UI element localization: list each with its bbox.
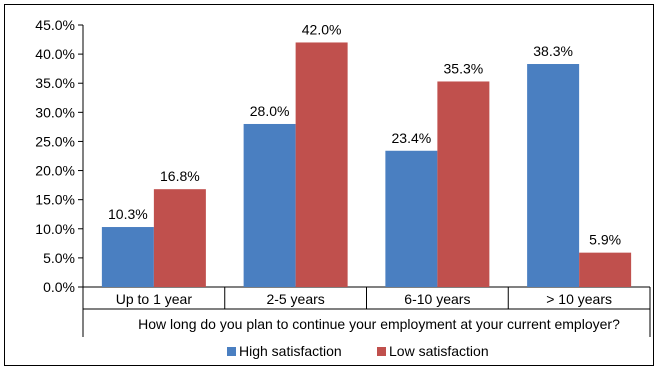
legend-swatch (227, 347, 236, 356)
y-tick-label: 0.0% (43, 279, 75, 295)
bar (295, 42, 348, 287)
y-tick-label: 45.0% (35, 17, 75, 33)
y-tick-label: 10.0% (35, 221, 75, 237)
x-tick-label: 2-5 years (266, 291, 324, 307)
bar (579, 252, 632, 287)
chart-axes: 0.0% 5.0% 10.0% 15.0% 20.0% 25.0% 30.0% 35.0% 40… (35, 17, 651, 337)
legend-label: High satisfaction (239, 343, 342, 359)
bar (153, 189, 206, 287)
data-label: 23.4% (392, 130, 432, 146)
bar (101, 227, 154, 287)
data-label: 42.0% (302, 21, 342, 37)
y-tick-label: 20.0% (35, 163, 75, 179)
y-tick-label: 15.0% (35, 192, 75, 208)
bar (527, 64, 580, 288)
chart-legend: High satisfaction Low satisfaction (227, 343, 489, 359)
y-tick-label: 30.0% (35, 104, 75, 120)
data-label: 38.3% (533, 43, 573, 59)
x-axis-title: How long do you plan to continue your em… (138, 316, 620, 332)
y-tick-label: 35.0% (35, 75, 75, 91)
legend-label: Low satisfaction (389, 343, 489, 359)
y-tick-label: 25.0% (35, 133, 75, 149)
y-tick-label: 5.0% (43, 250, 75, 266)
x-tick-label: > 10 years (546, 291, 612, 307)
data-label: 28.0% (250, 103, 290, 119)
y-tick-label: 40.0% (35, 46, 75, 62)
data-label: 16.8% (160, 168, 200, 184)
data-label: 35.3% (444, 60, 484, 76)
bar (385, 150, 438, 287)
data-label: 10.3% (108, 206, 148, 222)
bar (243, 123, 296, 287)
legend-swatch (377, 347, 386, 356)
bar (437, 81, 490, 287)
chart-value-labels: 10.3% 28.0% 23.4% 38.3% 16.8% 42.0% 35.3% 5.9% (108, 21, 621, 247)
bar-chart: 0.0% 5.0% 10.0% 15.0% 20.0% 25.0% 30.0% 35.0% 40… (35, 17, 651, 359)
x-tick-label: Up to 1 year (116, 291, 193, 307)
x-tick-label: 6-10 years (404, 291, 470, 307)
chart-bars (101, 42, 632, 288)
chart-frame: 0.0% 5.0% 10.0% 15.0% 20.0% 25.0% 30.0% 35.0% 40… (4, 4, 654, 366)
data-label: 5.9% (589, 232, 621, 248)
